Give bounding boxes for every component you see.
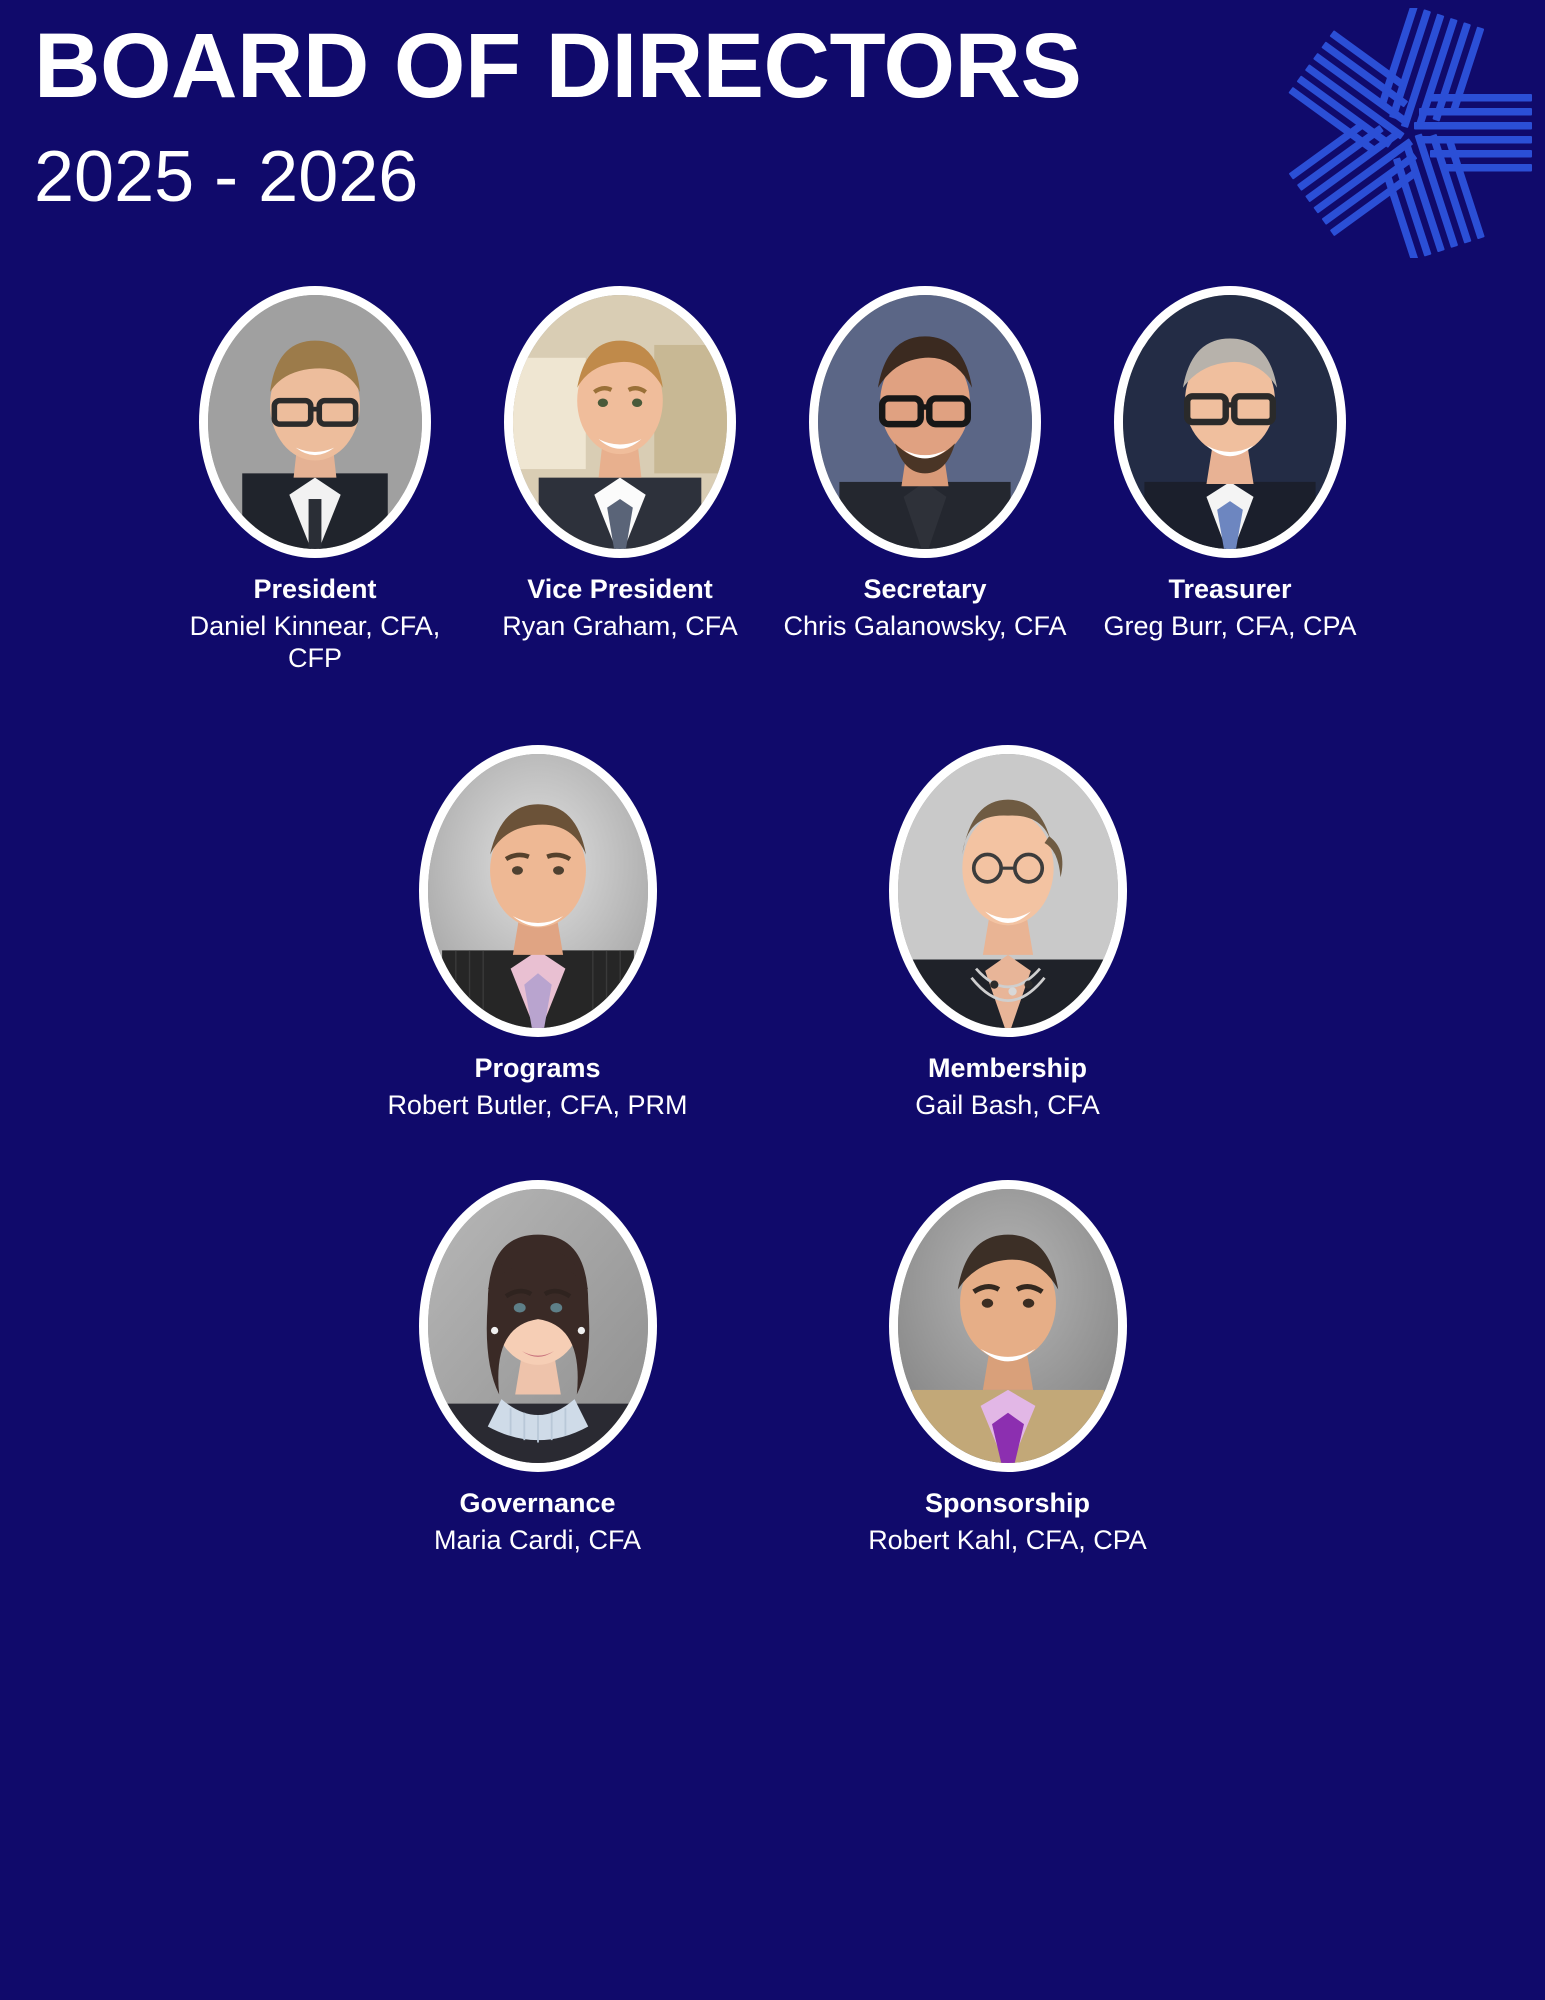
avatar-frame	[1114, 286, 1346, 558]
board-member-governance: Governance Maria Cardi, CFA	[303, 1180, 773, 1556]
board-row-programs-membership: Programs Robert Butler, CFA, PRM	[0, 745, 1545, 1121]
member-name: Chris Galanowsky, CFA	[783, 610, 1067, 641]
member-role: President	[253, 574, 377, 604]
member-role: Membership	[927, 1053, 1088, 1083]
board-member-president: President Daniel Kinnear, CFA, CFP	[163, 286, 468, 675]
avatar-frame	[418, 745, 657, 1037]
avatar	[818, 295, 1032, 549]
member-role: Treasurer	[1168, 574, 1292, 604]
board-member-membership: Membership Gail Bash, CFA	[773, 745, 1243, 1121]
board-member-programs: Programs Robert Butler, CFA, PRM	[303, 745, 773, 1121]
board-member-vice-president: Vice President Ryan Graham, CFA	[468, 286, 773, 642]
poster-header: BOARD OF DIRECTORS 2025 - 2026	[0, 0, 1545, 270]
member-name: Gail Bash, CFA	[915, 1089, 1100, 1120]
avatar-frame	[504, 286, 736, 558]
member-role: Governance	[459, 1488, 616, 1518]
avatar	[1123, 295, 1337, 549]
avatar-frame	[888, 745, 1127, 1037]
member-name: Ryan Graham, CFA	[502, 610, 738, 641]
member-name: Daniel Kinnear, CFA, CFP	[189, 610, 441, 674]
board-row-officers: President Daniel Kinnear, CFA, CFP	[0, 286, 1545, 675]
avatar	[897, 1189, 1118, 1463]
member-name: Greg Burr, CFA, CPA	[1103, 610, 1357, 641]
avatar-frame	[888, 1180, 1127, 1472]
member-role: Sponsorship	[924, 1488, 1090, 1518]
page-subtitle: 2025 - 2026	[34, 137, 419, 217]
member-role: Vice President	[527, 574, 713, 604]
member-name: Robert Butler, CFA, PRM	[387, 1089, 688, 1120]
member-name: Robert Kahl, CFA, CPA	[868, 1524, 1147, 1555]
board-member-treasurer: Treasurer Greg Burr, CFA, CPA	[1078, 286, 1383, 642]
avatar	[208, 295, 422, 549]
avatar-frame	[199, 286, 431, 558]
board-member-secretary: Secretary Chris Galanowsky, CFA	[773, 286, 1078, 642]
avatar	[427, 1189, 648, 1463]
avatar-frame	[418, 1180, 657, 1472]
board-row-governance-sponsorship: Governance Maria Cardi, CFA	[0, 1180, 1545, 1556]
board-member-sponsorship: Sponsorship Robert Kahl, CFA, CPA	[773, 1180, 1243, 1556]
member-role: Secretary	[863, 574, 987, 604]
avatar	[513, 295, 727, 549]
member-name: Maria Cardi, CFA	[433, 1524, 642, 1555]
avatar	[897, 754, 1118, 1028]
pinwheel-logo	[1285, 4, 1535, 261]
member-role: Programs	[474, 1053, 601, 1083]
avatar-frame	[809, 286, 1041, 558]
page-title: BOARD OF DIRECTORS	[34, 15, 1082, 117]
avatar	[427, 754, 648, 1028]
